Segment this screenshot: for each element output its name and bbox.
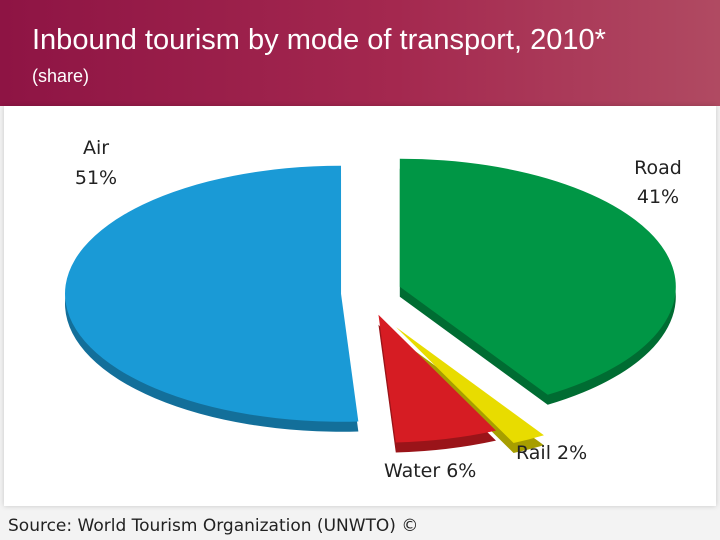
pie-slice-road: [399, 158, 676, 395]
pie-chart: Air 51% Road 41% Rail 2% Water 6%: [65, 137, 682, 482]
chart-subtitle: (share): [32, 66, 90, 86]
pie-labels: Air 51% Road 41% Rail 2% Water 6%: [75, 137, 682, 482]
slice-label-air: Air: [83, 137, 109, 159]
slice-label-rail: Rail 2%: [516, 442, 587, 464]
slice-label-road: Road: [634, 157, 682, 179]
pie-slice-water: [378, 314, 496, 443]
pie-slices: [65, 158, 676, 443]
chart-header: Inbound tourism by mode of transport, 20…: [0, 0, 720, 106]
pie-slice-rail: [396, 327, 544, 443]
pie-slice-air: [65, 165, 359, 422]
slice-value-air: 51%: [75, 167, 117, 189]
slice-value-road: 41%: [637, 186, 679, 208]
slice-label-water: Water 6%: [384, 460, 476, 482]
chart-title: Inbound tourism by mode of transport, 20…: [32, 24, 606, 56]
chart-panel: Air 51% Road 41% Rail 2% Water 6%: [4, 106, 716, 506]
source-note: Source: World Tourism Organization (UNWT…: [8, 516, 419, 536]
